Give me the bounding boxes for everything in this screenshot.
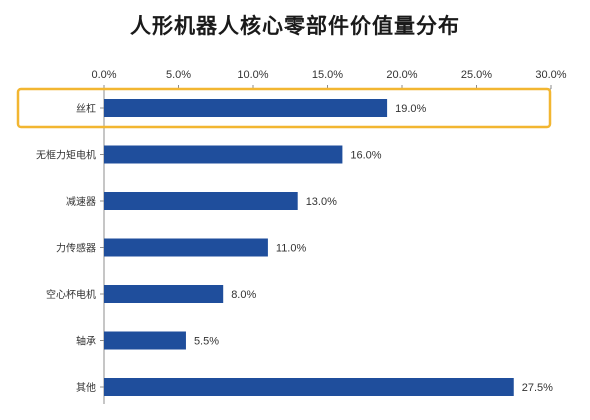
data-label: 8.0% <box>231 289 256 301</box>
x-tick-label: 15.0% <box>312 69 343 81</box>
bar <box>104 238 268 257</box>
x-tick-label: 20.0% <box>386 69 417 81</box>
x-tick-label: 30.0% <box>535 69 566 81</box>
bar <box>104 331 186 350</box>
category-label: 力传感器 <box>56 242 96 255</box>
bar <box>104 99 388 117</box>
bar <box>104 145 343 164</box>
data-label: 11.0% <box>276 243 307 255</box>
category-label: 减速器 <box>66 196 96 208</box>
bar <box>104 285 224 303</box>
data-label: 16.0% <box>350 150 381 162</box>
category-label: 丝杠 <box>76 102 96 115</box>
category-label: 其他 <box>76 381 96 394</box>
x-tick-label: 5.0% <box>166 69 191 81</box>
x-tick-label: 25.0% <box>461 69 492 81</box>
data-label: 5.5% <box>194 336 219 348</box>
category-label: 轴承 <box>76 335 96 348</box>
data-label: 19.0% <box>395 103 426 115</box>
x-tick-label: 10.0% <box>237 69 268 81</box>
data-label: 27.5% <box>522 382 553 394</box>
bar <box>104 192 298 210</box>
chart-title: 人形机器人核心零部件价值量分布 <box>130 14 460 38</box>
category-label: 空心杯电机 <box>46 288 96 301</box>
data-label: 13.0% <box>306 196 337 208</box>
bar <box>104 378 514 396</box>
x-tick-label: 0.0% <box>91 69 116 81</box>
category-label: 无框力矩电机 <box>36 149 96 162</box>
highlight-box <box>16 87 552 129</box>
